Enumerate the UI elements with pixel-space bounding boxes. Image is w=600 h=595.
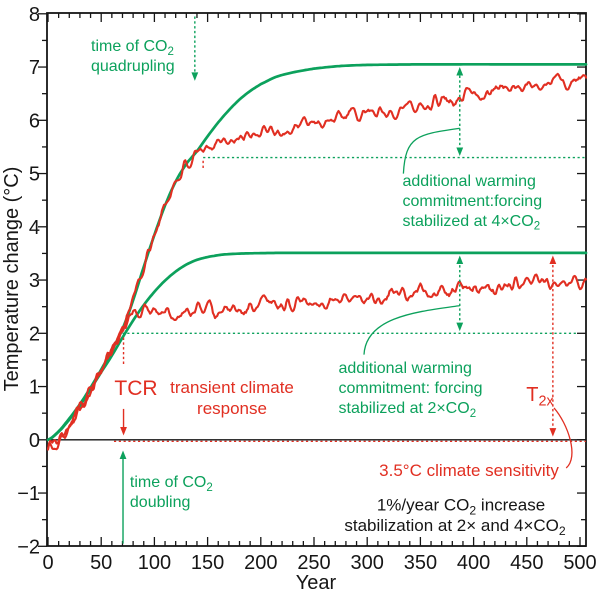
y-tick-label: 0 (29, 430, 40, 452)
x-tick-label: 0 (42, 552, 53, 574)
series-equilibrium-2xco2 (46, 251, 588, 442)
commitment-2x-label: additional warming commitment: forcing sta… (339, 360, 483, 420)
leader-climate-sensitivity (553, 407, 573, 469)
y-tick-label: −2 (17, 536, 40, 558)
axis-ticks (38, 13, 586, 547)
y-tick-labels: −2 −1 0 1 2 3 4 5 6 7 8 (17, 4, 40, 558)
tcr-label: TCR (114, 377, 157, 400)
tcr-arrow (120, 408, 127, 436)
x-axis-title: Year (296, 572, 337, 594)
x-tick-label: 250 (297, 552, 330, 574)
x-tick-label: 300 (351, 552, 384, 574)
co2-quadrupling-arrow (191, 16, 199, 81)
warming-commitment-4x-arrow (456, 67, 464, 156)
y-tick-label: −1 (17, 483, 40, 505)
y-tick-label: 1 (29, 377, 40, 399)
co2-doubling-label: time of CO2 doubling (130, 474, 213, 511)
x-tick-label: 100 (138, 552, 171, 574)
series-equilibrium-4xco2 (46, 62, 588, 442)
y-tick-label: 4 (29, 217, 40, 239)
y-tick-label: 8 (29, 4, 40, 26)
y-tick-label: 5 (29, 164, 40, 186)
x-tick-label: 150 (191, 552, 224, 574)
t2x-climate-sensitivity-arrow (549, 255, 557, 437)
series-transient-2xco2 (46, 273, 588, 451)
co2-quadrupling-label: time of CO2 quadrupling (91, 38, 175, 75)
scenario-label-line2: stabilization at 2× and 4×CO2 (344, 516, 566, 538)
co2-doubling-arrow (119, 450, 127, 544)
scenario-label-line1: 1%/year CO2 increase (377, 496, 545, 518)
transient-climate-response-label: transient climate response (170, 378, 294, 418)
y-tick-label: 3 (29, 270, 40, 292)
x-tick-label: 50 (90, 552, 112, 574)
x-tick-label: 500 (563, 552, 596, 574)
x-tick-label: 350 (404, 552, 437, 574)
commitment-4x-label: additional warming commitment:forcing stab… (403, 173, 543, 233)
y-tick-label: 2 (29, 323, 40, 345)
x-tick-label: 200 (244, 552, 277, 574)
y-tick-label: 6 (29, 110, 40, 132)
climate-sensitivity-label: 3.5°C climate sensitivity (379, 461, 559, 480)
leader-2x-commitment (363, 304, 460, 355)
warming-commitment-2x-arrow (456, 255, 464, 332)
series-transient-4xco2 (46, 72, 588, 451)
x-tick-labels: 0 50 100 150 200 250 300 350 400 450 500 (42, 552, 596, 574)
t2x-label: T2x (526, 384, 554, 410)
y-axis-title: Temperature change (°C) (1, 167, 23, 392)
x-tick-label: 400 (457, 552, 490, 574)
x-tick-label: 450 (510, 552, 543, 574)
y-tick-label: 7 (29, 57, 40, 79)
leader-4x-commitment (402, 127, 460, 174)
